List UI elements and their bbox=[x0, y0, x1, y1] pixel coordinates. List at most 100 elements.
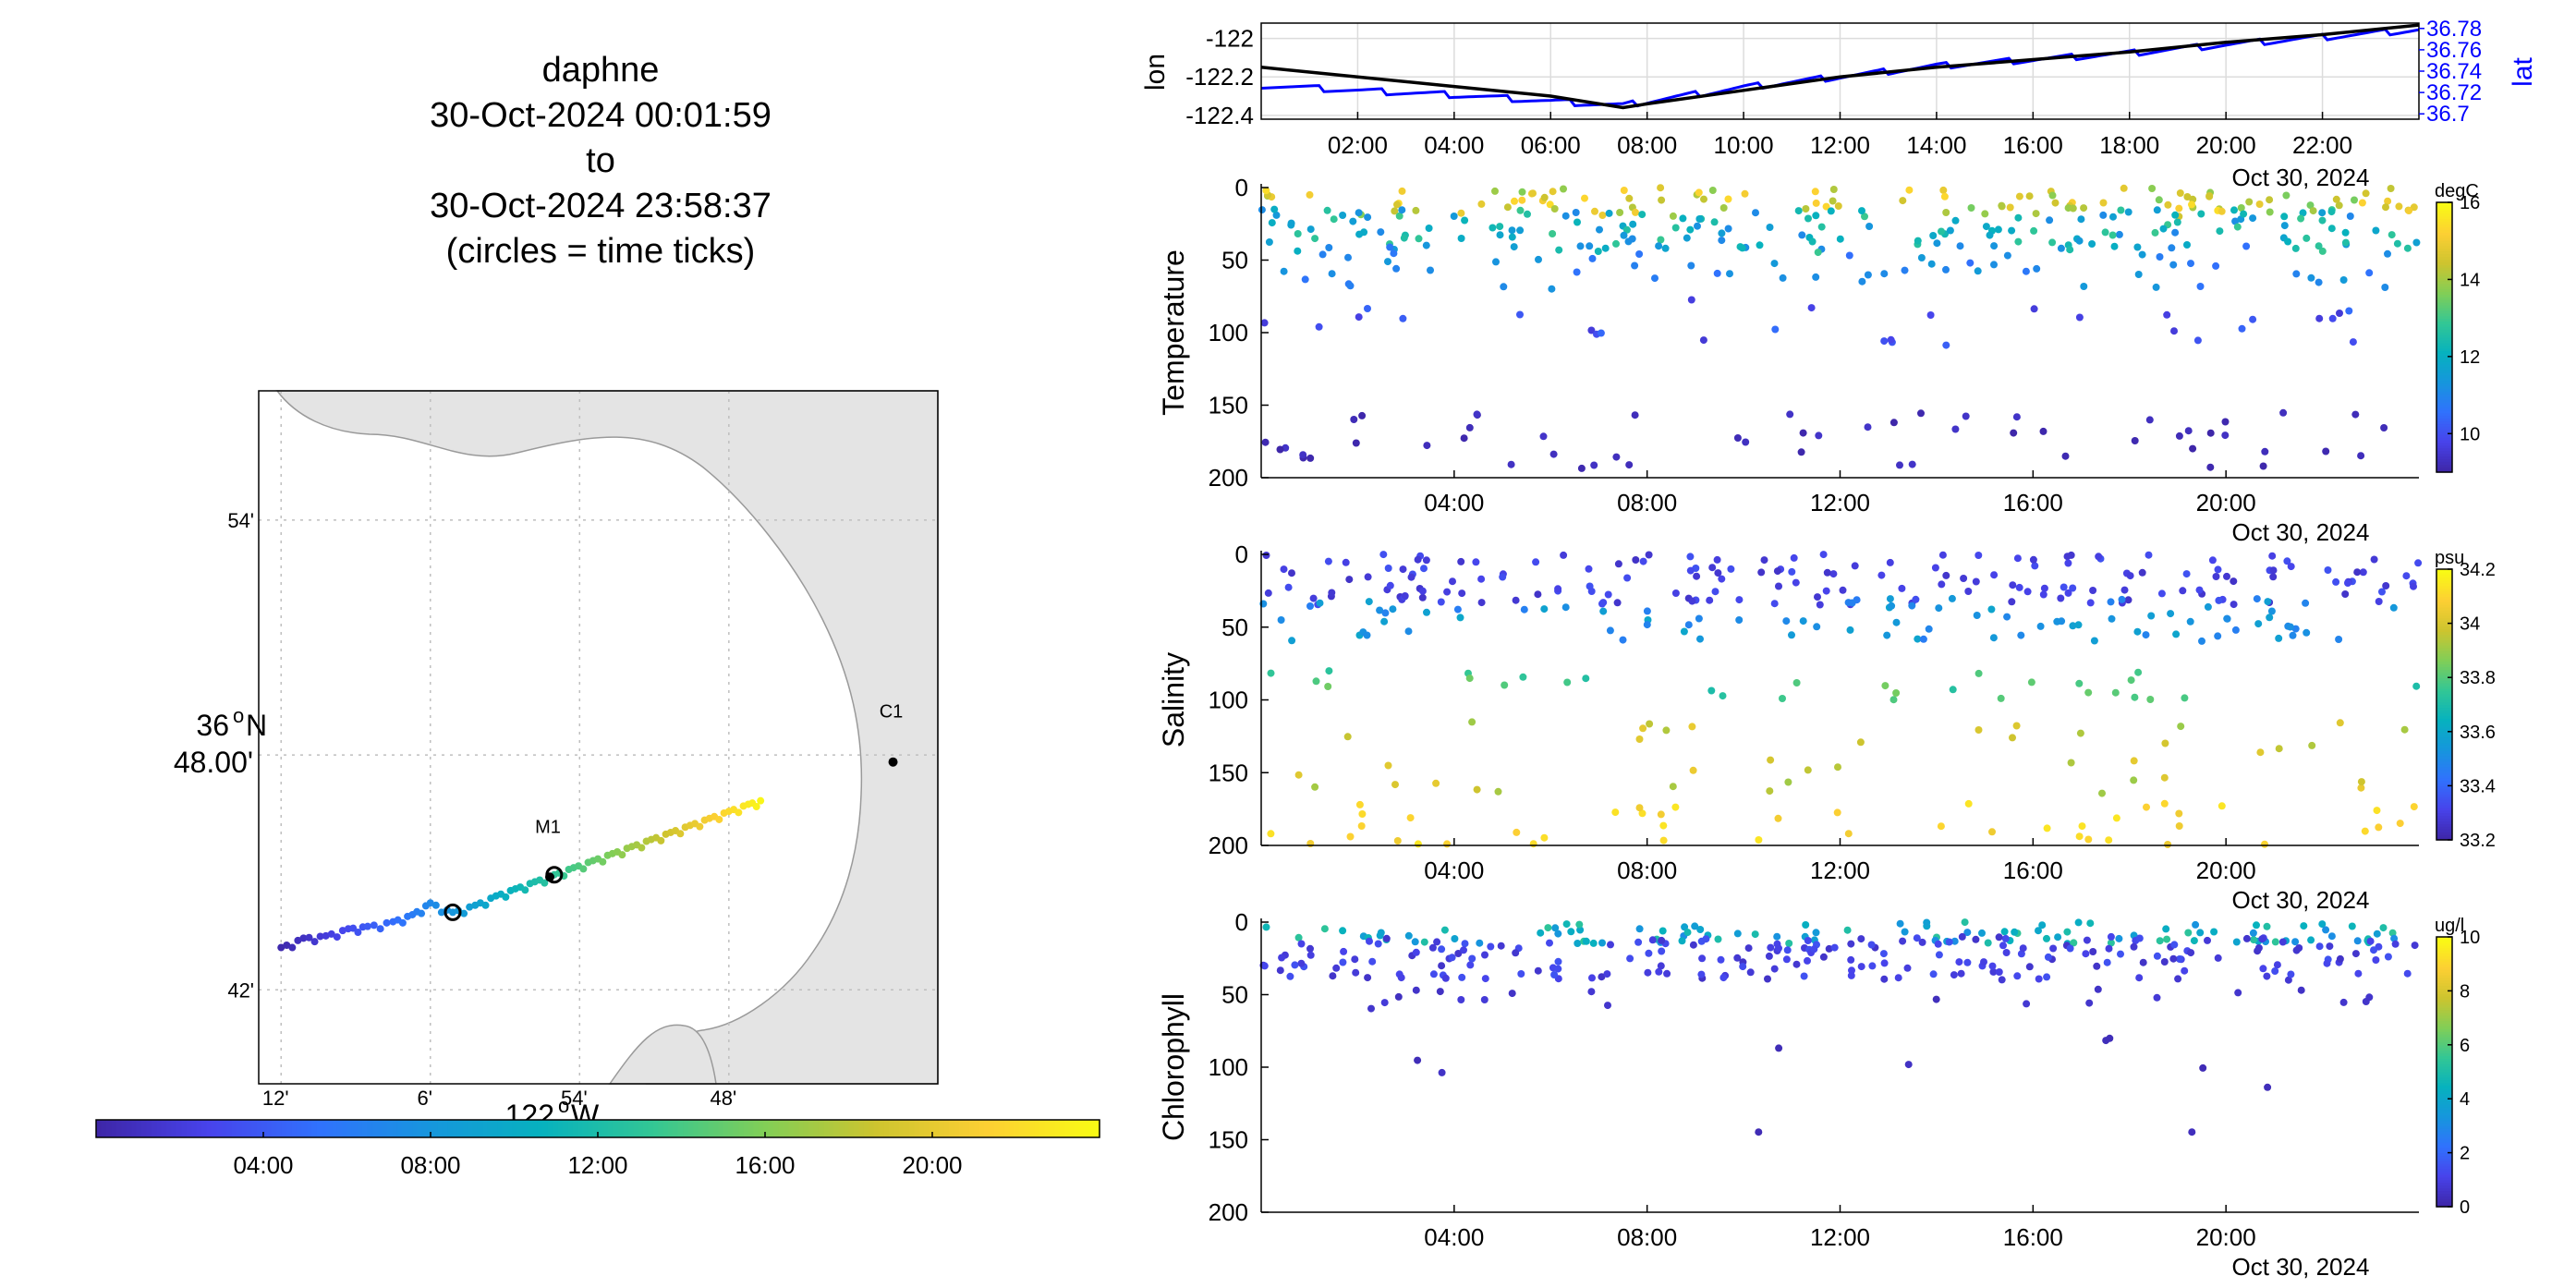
temperature-point bbox=[2327, 225, 2336, 233]
chlorophyll-colorbar-segment bbox=[2436, 1198, 2452, 1202]
chlorophyll-colorbar-frame bbox=[2436, 936, 2453, 1208]
temperature-point bbox=[2297, 214, 2305, 223]
salinity-point bbox=[2172, 630, 2181, 638]
temperature-colorbar-segment bbox=[2436, 210, 2452, 214]
temperature-colorbar-segment bbox=[2436, 204, 2452, 209]
temperature-point bbox=[1638, 211, 1646, 219]
temperature-point bbox=[2351, 196, 2358, 204]
map-colorbar-segment bbox=[813, 1120, 820, 1137]
chlorophyll-point bbox=[1958, 932, 1966, 941]
chlorophyll-point bbox=[2156, 937, 2164, 945]
chlorophyll-point bbox=[1804, 937, 1812, 944]
temperature-point bbox=[2033, 264, 2041, 273]
salinity-colorbar-segment bbox=[2436, 750, 2452, 754]
salinity-point bbox=[1468, 718, 1476, 726]
temperature-colorbar-segment bbox=[2436, 412, 2452, 417]
salinity-colorbar-segment bbox=[2436, 699, 2452, 703]
salinity-point bbox=[1473, 785, 1481, 794]
salinity-colorbar-segment bbox=[2436, 696, 2452, 700]
temperature-point bbox=[1400, 234, 1408, 242]
salinity-point bbox=[1889, 696, 1898, 704]
salinity-point bbox=[2064, 589, 2072, 597]
salinity-point bbox=[1277, 616, 1285, 624]
temperature-colorbar-segment bbox=[2436, 250, 2452, 255]
chlorophyll-colorbar-segment bbox=[2436, 1134, 2452, 1137]
temperature-colorbar-segment bbox=[2436, 380, 2452, 384]
temperature-point bbox=[2357, 452, 2365, 460]
temperature-point bbox=[1687, 261, 1695, 270]
temperature-point bbox=[1391, 207, 1399, 215]
chlorophyll-point bbox=[2066, 944, 2074, 953]
salinity-point bbox=[2053, 617, 2061, 626]
temperature-point bbox=[1301, 275, 1309, 284]
chlorophyll-point bbox=[1546, 939, 1553, 947]
salinity-point bbox=[1788, 631, 1795, 639]
temperature-point bbox=[1829, 186, 1838, 193]
salinity-point bbox=[1645, 551, 1653, 559]
chlorophyll-point bbox=[1689, 941, 1697, 949]
salinity-point bbox=[1384, 565, 1392, 572]
chlorophyll-point bbox=[1896, 919, 1904, 928]
salinity-point bbox=[1358, 810, 1367, 818]
chlorophyll-colorbar-segment bbox=[2436, 1190, 2452, 1194]
temperature-colorbar-segment bbox=[2436, 207, 2452, 212]
salinity-point bbox=[1457, 557, 1465, 565]
chlorophyll-point bbox=[2094, 985, 2102, 993]
chlorophyll-point bbox=[2043, 934, 2050, 942]
temperature-point bbox=[1358, 411, 1367, 419]
position-ytick-label: -122 bbox=[1206, 25, 1254, 53]
chlorophyll-point bbox=[2297, 986, 2305, 994]
temperature-point bbox=[1344, 253, 1352, 261]
map-colorbar-segment bbox=[929, 1120, 935, 1137]
map-track-point bbox=[418, 909, 426, 917]
temperature-colorbar-segment bbox=[2436, 391, 2452, 395]
temperature-point bbox=[2183, 241, 2191, 249]
temperature-point bbox=[1724, 225, 1732, 233]
chlorophyll-point bbox=[1320, 925, 1329, 933]
temperature-point bbox=[2152, 283, 2160, 291]
salinity-colorbar-segment bbox=[2436, 637, 2452, 640]
temperature-point bbox=[2075, 313, 2084, 322]
chlorophyll-colorbar-segment bbox=[2436, 1149, 2452, 1154]
map-colorbar-segment bbox=[332, 1120, 338, 1137]
map-track-point bbox=[638, 844, 646, 852]
temperature-ylabel: Temperature bbox=[1157, 249, 1190, 416]
temperature-point bbox=[1596, 225, 1603, 234]
temperature-point bbox=[2109, 213, 2117, 221]
temperature-point bbox=[2231, 217, 2240, 225]
map-colorbar-segment bbox=[557, 1120, 564, 1137]
temperature-point bbox=[1460, 434, 1468, 443]
salinity-point bbox=[2264, 598, 2272, 606]
temperature-point bbox=[1632, 208, 1639, 216]
temperature-point bbox=[2238, 324, 2246, 333]
salinity-point bbox=[1972, 577, 1980, 586]
temperature-point bbox=[1718, 229, 1726, 237]
temperature-point bbox=[1412, 206, 1420, 214]
temperature-point bbox=[1516, 310, 1524, 319]
temperature-point bbox=[1325, 244, 1333, 251]
temperature-point bbox=[1917, 409, 1925, 418]
temperature-colorbar-segment bbox=[2436, 415, 2452, 419]
temperature-colorbar-segment bbox=[2436, 248, 2452, 252]
salinity-point bbox=[1306, 602, 1314, 610]
chlorophyll-point bbox=[2411, 942, 2419, 950]
chlorophyll-point bbox=[1918, 938, 1926, 946]
chlorophyll-colorbar-segment bbox=[2436, 979, 2452, 984]
chlorophyll-point bbox=[1995, 933, 2003, 942]
chlorophyll-point bbox=[2242, 934, 2251, 942]
temperature-point bbox=[1917, 254, 1926, 261]
chlorophyll-point bbox=[1412, 948, 1420, 956]
temperature-point bbox=[1679, 214, 1687, 223]
salinity-point bbox=[1937, 822, 1945, 831]
salinity-point bbox=[2064, 559, 2072, 567]
chlorophyll-colorbar-segment bbox=[2436, 988, 2452, 991]
temperature-point bbox=[2075, 237, 2084, 245]
map-colorbar-segment bbox=[1019, 1120, 1026, 1137]
temperature-point bbox=[1901, 266, 1909, 274]
chlorophyll-point bbox=[1733, 930, 1742, 938]
temperature-colorbar-segment bbox=[2436, 202, 2452, 206]
map-colorbar-segment bbox=[668, 1120, 674, 1137]
chlorophyll-colorbar-segment bbox=[2436, 955, 2452, 959]
